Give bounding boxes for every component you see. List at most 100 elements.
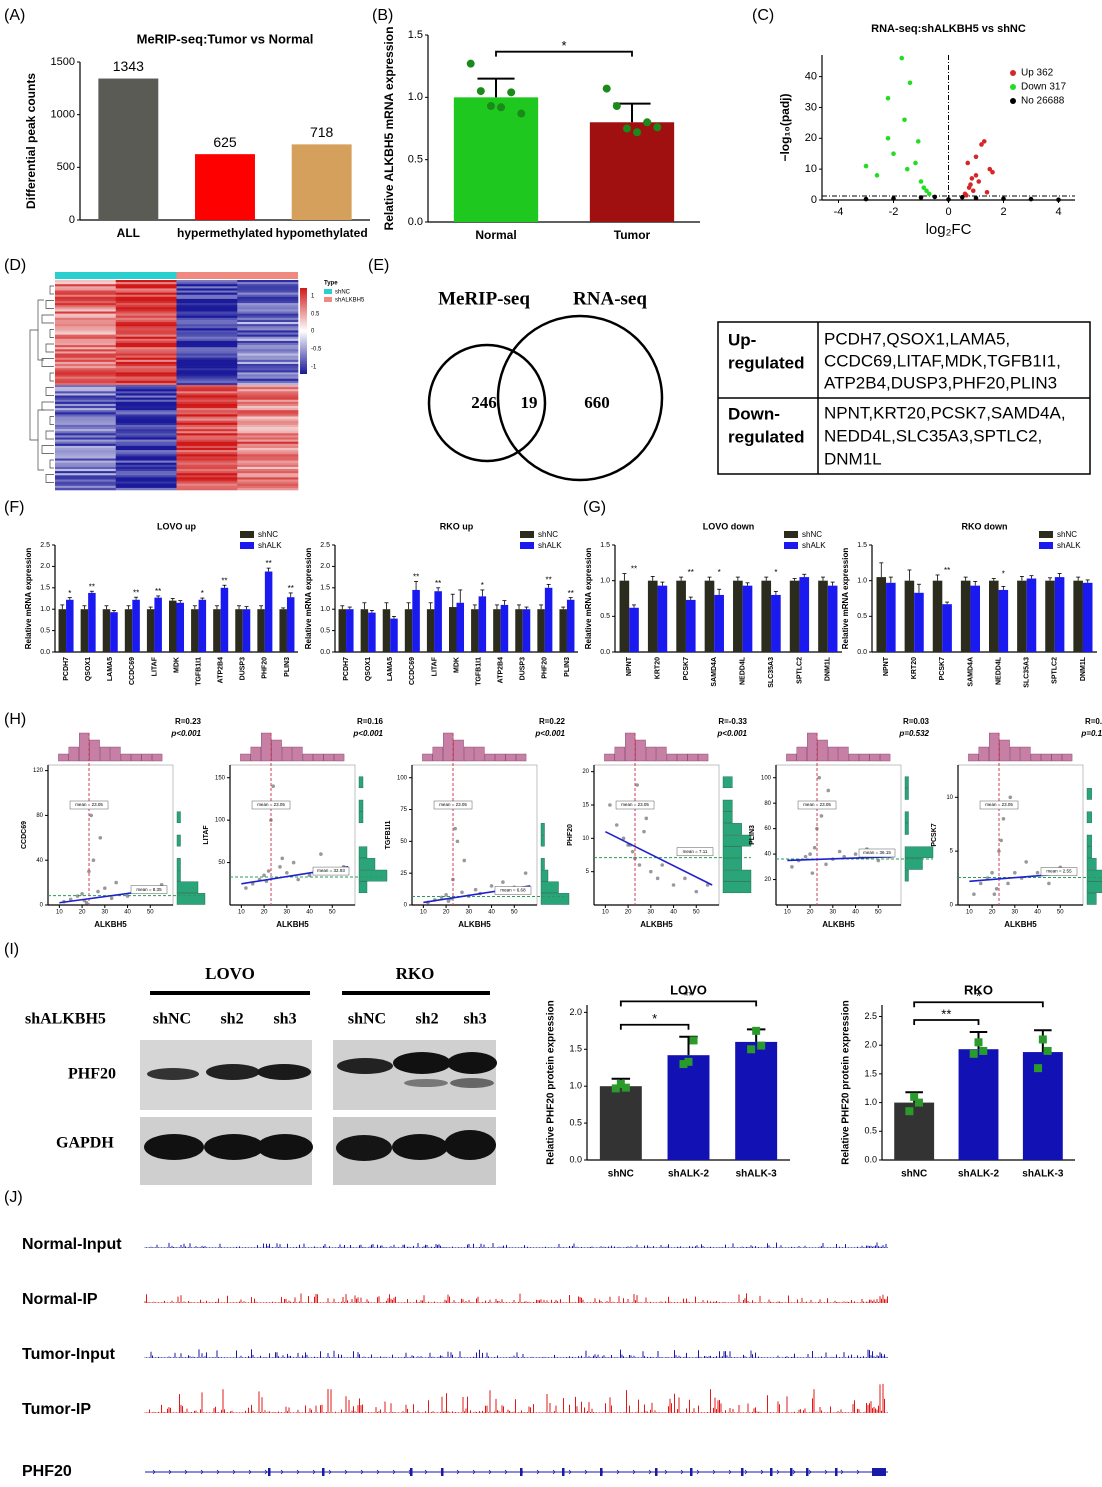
heatmap-cell xyxy=(115,456,177,459)
heatmap-cell xyxy=(115,385,177,388)
heatmap-cell xyxy=(176,345,238,348)
x-tick-label: shNC xyxy=(901,1169,927,1180)
heatmap-cell xyxy=(55,376,117,379)
bar xyxy=(404,609,413,652)
heatmap-cell xyxy=(55,406,117,409)
heatmap-cell xyxy=(55,452,117,455)
exon xyxy=(872,1468,886,1476)
heatmap-cell xyxy=(55,345,117,348)
heatmap-cell xyxy=(176,296,238,300)
heatmap-cell xyxy=(115,324,177,327)
band xyxy=(393,1052,451,1074)
marginal-histogram-bar xyxy=(904,788,909,800)
heatmap-cell xyxy=(176,370,238,373)
heatmap-cell xyxy=(237,456,299,459)
y-tick-label: 50 xyxy=(400,839,407,845)
heatmap-cell xyxy=(237,326,299,329)
bar xyxy=(360,609,369,652)
y-tick-label: 0 xyxy=(811,194,817,206)
data-point xyxy=(990,870,994,875)
y-tick-label: 0.5 xyxy=(857,613,867,620)
heatmap-cell xyxy=(115,372,177,375)
heatmap-cell xyxy=(115,380,177,384)
heatmap-cell xyxy=(115,408,177,411)
data-point xyxy=(970,188,976,194)
mean-label-box xyxy=(433,800,473,810)
bar xyxy=(198,599,207,652)
y-axis-label: LITAF xyxy=(203,825,210,845)
data-point xyxy=(446,899,451,903)
significance-label: ** xyxy=(941,1006,951,1021)
marginal-histogram-bar xyxy=(722,869,752,882)
heatmap-cell xyxy=(176,357,238,361)
heatmap-cell xyxy=(115,361,177,365)
x-tick-label: 20 xyxy=(79,910,86,916)
heatmap-cell xyxy=(176,374,238,377)
heatmap-cell xyxy=(55,309,117,312)
significance-label: ** xyxy=(435,579,441,588)
heatmap-cell xyxy=(176,443,238,447)
y-tick-label: 2.5 xyxy=(320,542,330,549)
bar xyxy=(515,609,523,652)
heatmap-cell xyxy=(176,433,238,436)
data-point xyxy=(679,1060,688,1069)
y-axis-label: Relative mRNA expression xyxy=(584,548,593,650)
p-value-label: p=0.123 xyxy=(1080,729,1102,738)
blot-image xyxy=(333,1040,496,1110)
significance-label: * xyxy=(774,568,777,577)
marginal-histogram-bar xyxy=(495,753,506,762)
heatmap-cell xyxy=(176,338,238,342)
heatmap-cell xyxy=(176,412,238,415)
x-tick-label: DUSP3 xyxy=(240,657,247,680)
heatmap-cell xyxy=(176,483,238,487)
heatmap-cell xyxy=(176,456,238,459)
gene-table: Up- regulated PCDH7,QSOX1,LAMA5, CCDC69,… xyxy=(717,321,1091,475)
marginal-histogram-bar xyxy=(687,753,698,762)
heatmap-cell xyxy=(237,353,299,356)
data-point xyxy=(1008,795,1013,800)
heatmap-cell xyxy=(55,305,117,308)
mean-label-box xyxy=(130,885,168,894)
data-point xyxy=(89,813,93,818)
bar xyxy=(500,604,509,652)
heatmap-cell xyxy=(115,351,177,354)
lane-label: sh3 xyxy=(273,1011,296,1028)
y-tick-label: 2.0 xyxy=(864,1040,877,1050)
heatmap-cell xyxy=(176,280,238,283)
panel-label: (B) xyxy=(372,7,393,24)
heatmap-cell xyxy=(237,475,299,478)
marginal-histogram-bar xyxy=(1030,753,1042,762)
bar xyxy=(176,602,185,652)
marginal-histogram-bar xyxy=(358,858,376,870)
heatmap-cell xyxy=(55,296,117,300)
heatmap-cell xyxy=(115,479,177,482)
heatmap-cell xyxy=(237,450,299,453)
exon xyxy=(268,1468,271,1476)
x-tick-label: 20 xyxy=(261,910,268,916)
heatmap-cell xyxy=(237,332,299,335)
significance-label: ** xyxy=(89,582,95,591)
x-tick-label: PHF20 xyxy=(542,657,549,679)
heatmap-cell xyxy=(55,387,117,390)
panel-label: (D) xyxy=(4,257,26,274)
x-tick-label: 40 xyxy=(670,910,677,916)
p-value-label: p<0.001 xyxy=(170,729,201,738)
y-axis-label: Relative PHF20 protein expression xyxy=(546,1000,557,1165)
heatmap-cell xyxy=(55,303,117,306)
bar xyxy=(146,609,155,652)
bar xyxy=(242,609,251,652)
data-point xyxy=(973,195,979,201)
y-tick-label: 2.5 xyxy=(40,542,50,549)
data-point xyxy=(611,1084,620,1093)
panel-label: (E) xyxy=(368,257,389,274)
x-tick-label: shALK-2 xyxy=(958,1169,1000,1180)
legend-marker xyxy=(1010,84,1016,90)
x-tick-label: 30 xyxy=(1011,910,1018,916)
heatmap-cell xyxy=(237,372,299,375)
data-point xyxy=(1035,870,1040,875)
marginal-histogram-bar xyxy=(313,753,324,762)
x-tick-label: 50 xyxy=(875,910,882,916)
band xyxy=(444,1130,496,1160)
heatmap-legend: 1 0.5 0 -0.5 -1 Type shNC shALKBH5 xyxy=(300,281,365,374)
significance-label: ** xyxy=(133,588,139,597)
